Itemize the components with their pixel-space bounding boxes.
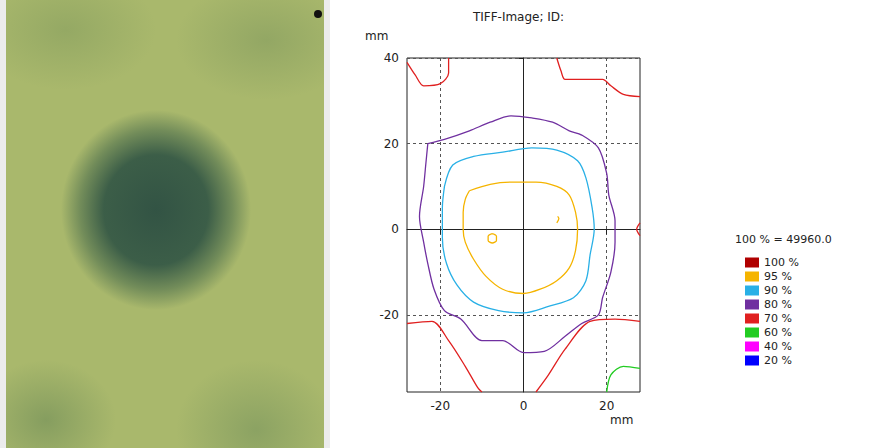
- svg-text:20: 20: [599, 399, 614, 413]
- svg-text:20 %: 20 %: [764, 354, 792, 367]
- svg-text:mm: mm: [610, 413, 633, 427]
- svg-text:90 %: 90 %: [764, 284, 792, 297]
- svg-text:0: 0: [391, 222, 399, 236]
- svg-text:-20: -20: [430, 399, 450, 413]
- svg-text:70 %: 70 %: [764, 312, 792, 325]
- svg-text:40: 40: [384, 51, 399, 65]
- svg-text:60 %: 60 %: [764, 326, 792, 339]
- svg-text:0: 0: [520, 399, 528, 413]
- svg-text:100 % = 49960.0: 100 % = 49960.0: [735, 233, 832, 246]
- svg-text:40 %: 40 %: [764, 340, 792, 353]
- svg-text:mm: mm: [365, 29, 388, 43]
- svg-text:-20: -20: [379, 308, 399, 322]
- svg-text:20: 20: [384, 137, 399, 151]
- svg-text:TIFF-Image; ID:: TIFF-Image; ID:: [472, 10, 564, 24]
- svg-text:100 %: 100 %: [764, 256, 799, 269]
- svg-text:95 %: 95 %: [764, 270, 792, 283]
- svg-text:80 %: 80 %: [764, 298, 792, 311]
